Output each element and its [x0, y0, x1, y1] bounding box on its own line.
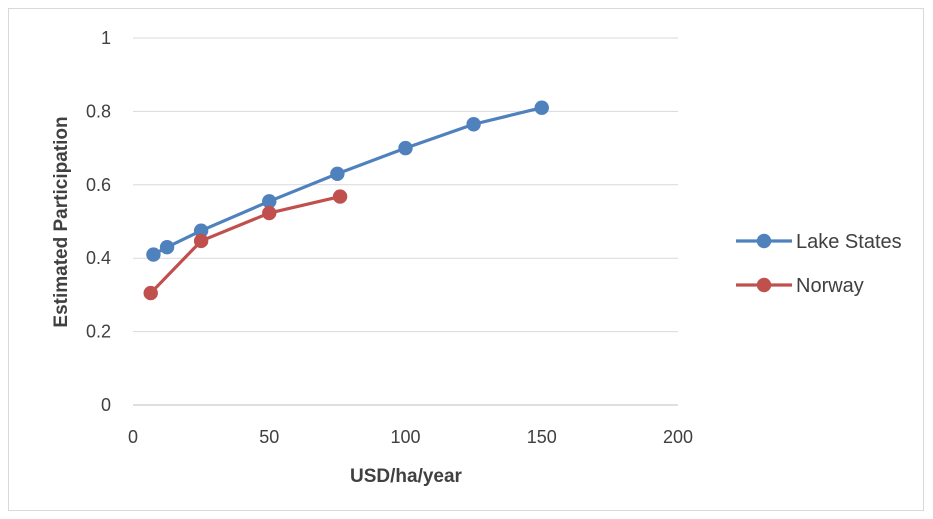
legend-item: Norway — [736, 275, 864, 297]
data-point — [193, 233, 209, 249]
series-norway — [143, 189, 348, 301]
data-point — [193, 223, 209, 238]
legend-marker — [756, 277, 772, 293]
legend-marker — [756, 233, 772, 249]
y-tick-label: 0.4 — [86, 248, 111, 268]
y-tick-label: 0.2 — [86, 322, 111, 342]
series-layer — [143, 100, 549, 301]
series-line — [149, 194, 341, 295]
legend-label: Lake States — [796, 231, 902, 253]
x-tick-label: 50 — [259, 427, 279, 447]
series-line — [152, 106, 543, 256]
data-point — [330, 166, 345, 181]
y-tick-label: 0 — [101, 395, 111, 415]
data-point — [143, 285, 158, 301]
data-point — [332, 189, 348, 204]
y-axis-title: Estimated Participation — [51, 116, 72, 327]
y-tick-labels: 0 0.2 0.4 0.6 0.8 1 — [86, 28, 111, 415]
legend-label: Norway — [796, 275, 864, 297]
data-point — [159, 239, 175, 255]
data-point — [146, 247, 161, 262]
y-tick-label: 0.8 — [86, 101, 111, 121]
x-tick-label: 200 — [663, 427, 693, 447]
data-point — [262, 194, 277, 209]
x-tick-label: 150 — [527, 427, 557, 447]
data-point — [262, 205, 277, 221]
gridlines — [133, 37, 678, 333]
x-tick-label: 0 — [128, 427, 138, 447]
series-lake-states — [146, 100, 549, 262]
x-tick-labels: 0 50 100 150 200 — [128, 427, 693, 447]
data-point — [534, 100, 549, 115]
x-tick-label: 100 — [390, 427, 420, 447]
legend: Lake States Norway — [736, 231, 902, 297]
y-tick-label: 0.6 — [86, 175, 111, 195]
legend-item: Lake States — [736, 231, 902, 253]
chart-frame — [8, 8, 924, 511]
y-tick-label: 1 — [101, 28, 111, 48]
data-point — [398, 140, 413, 156]
x-axis-title: USD/ha/year — [350, 466, 463, 487]
data-point — [466, 117, 481, 132]
